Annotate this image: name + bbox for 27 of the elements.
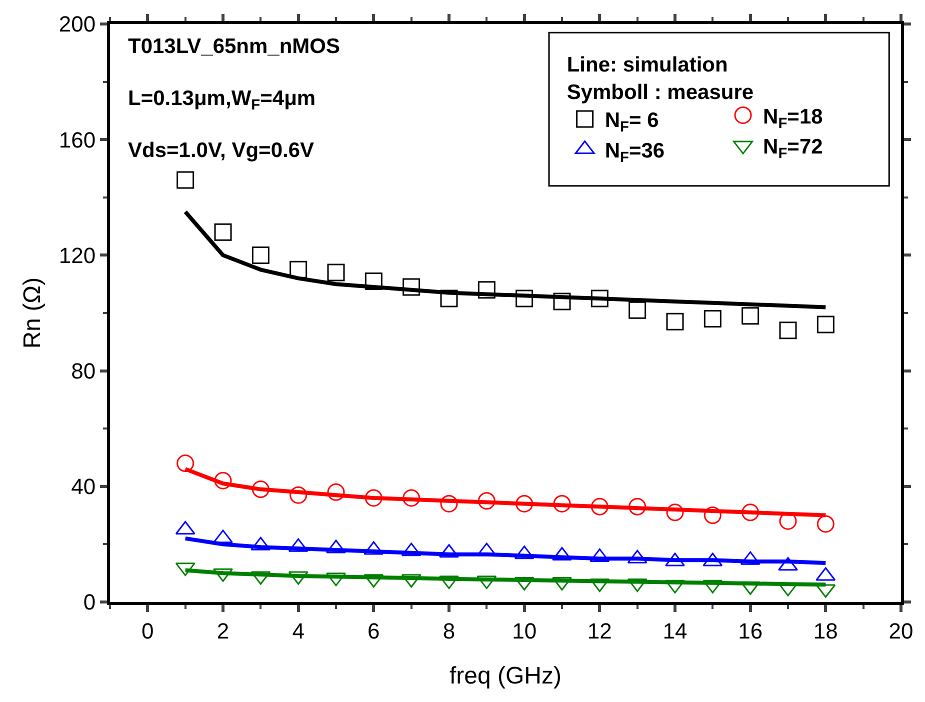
annotation: T013LV_65nm_nMOS: [128, 35, 340, 58]
x-tick-label: 14: [662, 618, 688, 644]
legend-title: Line: simulation Symboll : measure: [566, 54, 754, 104]
legend-label: N$_{F}$=72: [763, 136, 823, 162]
x-tick-label: 4: [292, 618, 304, 644]
x-tick-label: 0: [142, 618, 154, 644]
annotation: Vds=1.0V, Vg=0.6V: [128, 139, 314, 162]
y-tick-label: 0: [83, 590, 96, 615]
x-tick-label: 8: [442, 618, 456, 644]
x-tick-label: 18: [813, 618, 838, 644]
x-tick-label: 16: [738, 618, 763, 644]
x-tick-label: 6: [368, 618, 380, 644]
y-tick-label: 160: [58, 127, 96, 152]
legend-label: N$_{F}$= 6: [604, 109, 659, 136]
y-tick-label: 200: [58, 12, 96, 37]
x-tick-label: 20: [888, 618, 914, 644]
legend-label: N$_{F}$=36: [604, 139, 665, 166]
x-axis-title: freq (GHz): [449, 662, 562, 690]
x-tick-label: 12: [587, 618, 612, 644]
y-tick-label: 40: [71, 474, 96, 500]
y-axis-title: Rn (Ω): [18, 277, 46, 349]
annotation: L=0.13μm,W$_{F}$=4μm: [128, 87, 316, 114]
y-tick-label: 80: [71, 358, 96, 384]
x-tick-label: 2: [216, 618, 230, 644]
legend-label: N$_{F}$=18: [763, 105, 824, 132]
y-tick-label: 120: [58, 242, 96, 268]
x-tick-label: 10: [512, 618, 537, 644]
